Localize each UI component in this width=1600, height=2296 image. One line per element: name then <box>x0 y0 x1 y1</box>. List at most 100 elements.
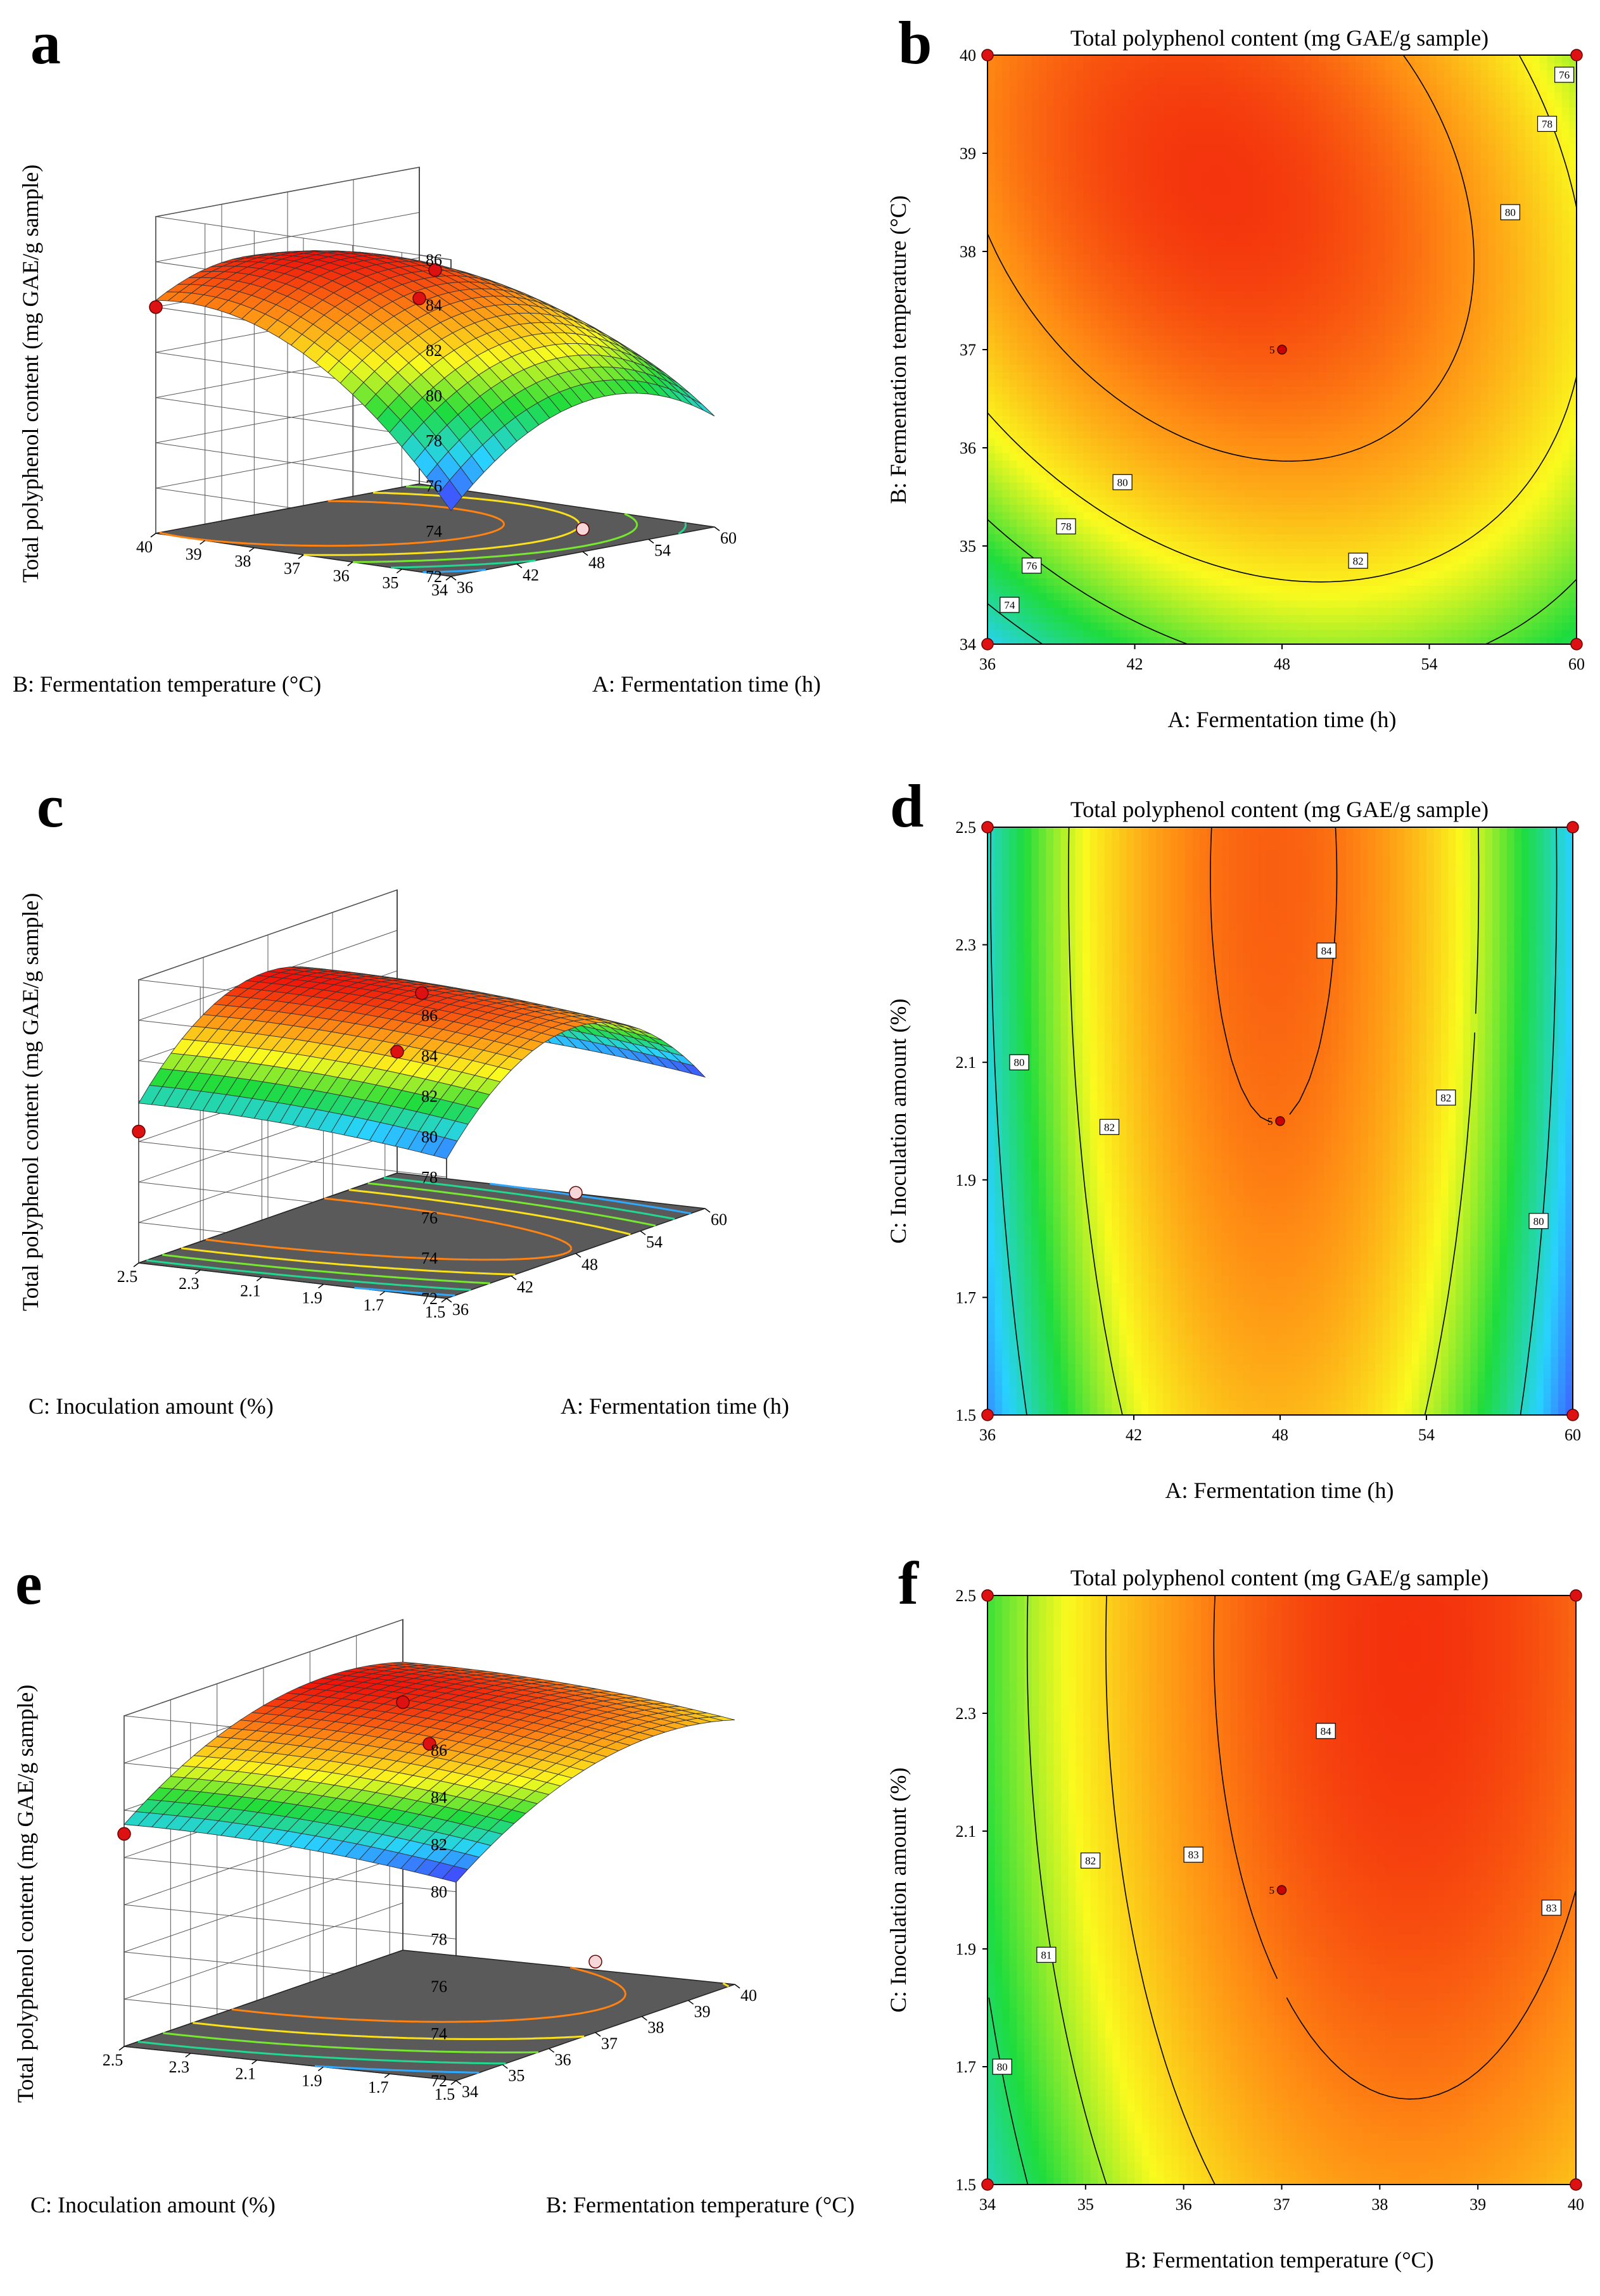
floor-contour <box>137 2041 506 2065</box>
color-cell <box>1149 541 1158 549</box>
surface-quad <box>680 1062 706 1078</box>
color-cell <box>1134 276 1143 284</box>
color-cell <box>1260 283 1268 291</box>
color-cell <box>1201 151 1209 159</box>
y-tick-mark <box>298 554 304 559</box>
color-cell <box>1149 423 1158 431</box>
color-cell <box>1238 526 1246 535</box>
color-cell <box>1238 312 1246 321</box>
color-cell <box>1208 541 1217 549</box>
color-cell <box>1134 489 1143 498</box>
color-cell <box>994 371 1003 380</box>
color-cell <box>1260 578 1268 586</box>
color-cell <box>1142 482 1150 490</box>
color-cell <box>1061 269 1069 277</box>
color-cell <box>1009 504 1018 512</box>
color-cell <box>1009 269 1018 277</box>
color-cell <box>1009 114 1018 122</box>
color-cell <box>1134 607 1143 616</box>
color-cell <box>1002 151 1010 159</box>
color-cell <box>1230 460 1239 468</box>
color-cell <box>1127 77 1136 86</box>
color-cell <box>1046 526 1055 535</box>
color-cell <box>1046 298 1055 307</box>
color-cell <box>1083 158 1091 167</box>
color-cell <box>1105 350 1114 358</box>
color-cell <box>1061 327 1069 336</box>
color-cell <box>1120 84 1128 92</box>
color-cell <box>1017 121 1025 130</box>
color-cell <box>1068 607 1077 616</box>
color-cell <box>1142 526 1150 535</box>
color-cell <box>1076 350 1084 358</box>
color-cell <box>1157 173 1165 181</box>
color-cell <box>1076 357 1084 365</box>
color-cell <box>1260 246 1268 255</box>
color-cell <box>1105 99 1114 108</box>
color-cell <box>1127 592 1136 601</box>
color-cell <box>1216 578 1224 586</box>
color-cell <box>1179 555 1187 564</box>
color-cell <box>1223 180 1231 189</box>
color-cell <box>1053 158 1062 167</box>
color-cell <box>1053 489 1062 498</box>
color-cell <box>1061 592 1069 601</box>
color-cell <box>1105 445 1114 453</box>
color-cell <box>1098 386 1106 395</box>
color-cell <box>1164 548 1172 557</box>
y-tick-label: 37 <box>284 559 300 578</box>
color-cell <box>1083 305 1091 314</box>
color-cell <box>1009 474 1018 483</box>
color-cell <box>1216 129 1224 137</box>
color-cell <box>1046 409 1055 417</box>
color-cell <box>987 114 996 122</box>
color-cell <box>1171 467 1180 476</box>
color-cell <box>1031 342 1040 350</box>
color-cell <box>1230 291 1239 299</box>
color-cell <box>1002 533 1010 542</box>
color-cell <box>1061 143 1069 151</box>
color-cell <box>1164 269 1172 277</box>
color-cell <box>1223 77 1231 86</box>
color-cell <box>1260 401 1268 409</box>
color-cell <box>1164 386 1172 395</box>
color-cell <box>1098 232 1106 240</box>
color-cell <box>1260 452 1268 461</box>
color-cell <box>1193 106 1202 115</box>
color-cell <box>1083 460 1091 468</box>
color-cell <box>1076 482 1084 490</box>
color-cell <box>1230 511 1239 520</box>
color-cell <box>1017 526 1025 535</box>
color-cell <box>1083 129 1091 137</box>
color-cell <box>1142 585 1150 593</box>
color-cell <box>1252 460 1260 468</box>
color-cell <box>1090 423 1099 431</box>
color-cell <box>1157 379 1165 387</box>
color-cell <box>1105 70 1114 78</box>
color-cell <box>1223 357 1231 365</box>
color-cell <box>1193 548 1202 557</box>
color-cell <box>1083 239 1091 248</box>
color-cell <box>1238 298 1246 307</box>
color-cell <box>1260 474 1268 483</box>
color-cell <box>1260 607 1268 616</box>
color-cell <box>1134 357 1143 365</box>
color-cell <box>1061 92 1069 100</box>
color-cell <box>1061 629 1069 638</box>
color-cell <box>1201 622 1209 630</box>
color-cell <box>1127 180 1136 189</box>
color-cell <box>1112 253 1121 262</box>
color-cell <box>1179 467 1187 476</box>
color-cell <box>1238 84 1246 92</box>
floor-contour <box>146 1176 675 1291</box>
color-cell <box>1260 438 1268 446</box>
color-cell <box>1090 283 1099 291</box>
color-cell <box>1031 637 1040 644</box>
color-cell <box>1105 438 1114 446</box>
color-cell <box>994 423 1003 431</box>
color-cell <box>1223 614 1231 623</box>
color-cell <box>1090 364 1099 372</box>
color-cell <box>1230 136 1239 144</box>
color-cell <box>1017 62 1025 71</box>
color-cell <box>1134 283 1143 291</box>
